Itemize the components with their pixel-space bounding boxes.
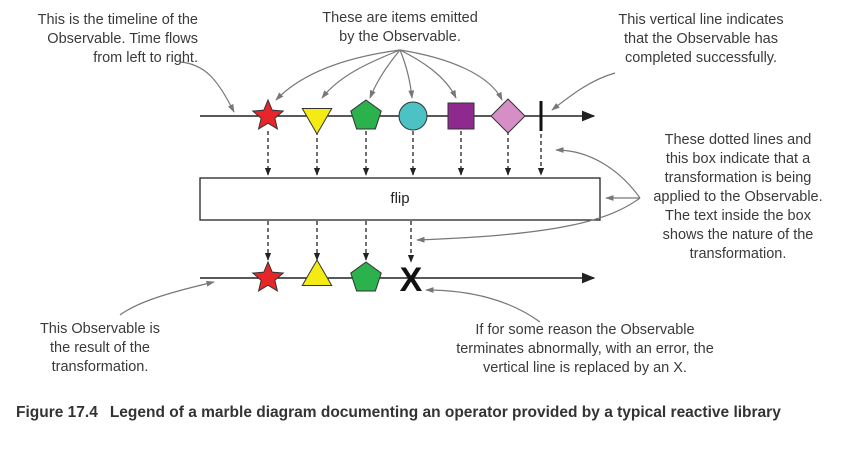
note-line: These are items emitted <box>322 10 478 26</box>
note-line: The text inside the box <box>665 208 811 224</box>
note-line: transformation. <box>51 359 149 375</box>
callout-transform-1 <box>555 147 641 199</box>
input-marbles <box>251 98 526 136</box>
input-marble-square <box>447 102 475 130</box>
note-line: by the Observable. <box>339 29 461 45</box>
note-line: applied to the Observable. <box>653 189 823 205</box>
operator-box <box>199 177 601 221</box>
note-line: Observable. Time flows <box>47 31 198 47</box>
output-dotted-arrows <box>264 221 415 263</box>
note-timeline: This is the timeline of the Observable. … <box>6 11 198 68</box>
note-line: This Observable is <box>39 321 161 337</box>
callout-result <box>119 280 215 316</box>
figure-number: Figure 17.4 <box>16 404 98 421</box>
note-result: This Observable is the result of the tra… <box>6 320 194 377</box>
error-x-mark: X <box>400 261 423 299</box>
input-marble-diamond <box>490 98 526 134</box>
callout-item-4 <box>399 49 415 99</box>
operator-label: flip <box>390 190 410 207</box>
input-marble-triangle-down <box>301 108 333 136</box>
note-line: transformation is being <box>664 170 812 186</box>
callout-item-6 <box>399 49 503 101</box>
note-transformation: These dotted lines and this box indicate… <box>624 131 852 264</box>
note-completed: This vertical line indicates that the Ob… <box>586 11 816 68</box>
note-line: shows the nature of the <box>662 227 814 243</box>
note-line: vertical line is replaced by an X. <box>483 360 687 376</box>
input-marble-star <box>251 98 285 130</box>
output-marble-pentagon <box>350 261 382 292</box>
note-line: This is the timeline of the <box>37 12 198 28</box>
callout-item-2 <box>321 49 401 99</box>
input-marble-circle <box>398 101 428 131</box>
output-marbles <box>251 258 382 292</box>
input-dotted-arrows <box>264 131 545 176</box>
callout-item-3 <box>369 49 401 99</box>
callout-completed <box>551 72 616 111</box>
note-line: If for some reason the Observable <box>475 322 695 338</box>
figure-caption-text: Legend of a marble diagram documenting a… <box>109 404 781 421</box>
callout-item-5 <box>399 49 457 99</box>
callout-transform-3 <box>416 197 641 243</box>
note-items: These are items emitted by the Observabl… <box>290 9 510 47</box>
callout-arrows <box>119 49 641 323</box>
note-error: If for some reason the Observable termin… <box>420 321 750 378</box>
note-line: These dotted lines and <box>664 132 812 148</box>
callout-error <box>425 287 541 323</box>
callout-timeline <box>179 61 235 113</box>
note-line: that the Observable has <box>624 31 778 47</box>
input-marble-pentagon <box>350 99 382 130</box>
note-line: terminates abnormally, with an error, th… <box>456 341 714 357</box>
note-line: this box indicate that a <box>665 151 811 167</box>
note-line: from left to right. <box>93 50 198 66</box>
figure-caption: Figure 17.4 Legend of a marble diagram do… <box>16 402 846 423</box>
output-marble-triangle-up <box>301 258 333 286</box>
note-line: the result of the <box>50 340 150 356</box>
callout-item-1 <box>275 49 401 101</box>
note-line: This vertical line indicates <box>618 12 784 28</box>
note-line: transformation. <box>689 246 787 262</box>
output-marble-star <box>251 260 285 292</box>
note-line: completed successfully. <box>624 50 778 66</box>
